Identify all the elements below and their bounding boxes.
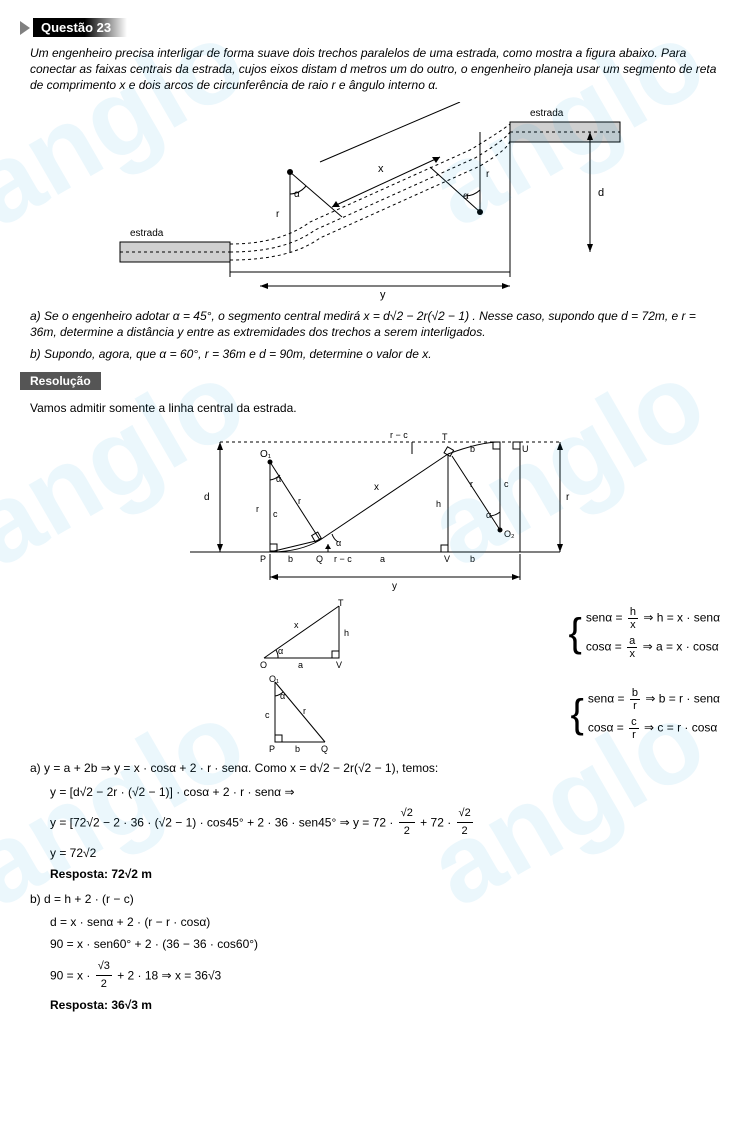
part-a-answer: Resposta: 72√2 m (50, 867, 720, 881)
fig2-T: T (442, 432, 448, 442)
o1pq-sen-rhs: ⇒ b = r · senα (645, 692, 720, 706)
fig2-alpha-O1: α (276, 474, 281, 484)
fig2-V: V (444, 554, 450, 564)
sub-question-a: a) Se o engenheiro adotar α = 45°, o seg… (30, 308, 720, 340)
fig2-h: h (436, 499, 441, 509)
fig2-r-diag2: r (470, 479, 473, 489)
svg-text:O₁: O₁ (269, 674, 279, 684)
fig1-x: x (378, 163, 384, 175)
svg-text:Q: Q (321, 744, 328, 754)
qvt-cos-lhs: cosα = (586, 640, 622, 654)
svg-text:V: V (336, 660, 342, 668)
svg-text:Q: Q (260, 660, 267, 668)
svg-text:a: a (298, 660, 303, 668)
fig2-alpha-Q: α (336, 538, 341, 548)
part-a-line2: y = [d√2 − 2r · (√2 − 1)] · cosα + 2 · r… (50, 783, 720, 802)
part-a-line4: y = 72√2 (50, 844, 720, 863)
fig2-d: d (204, 492, 210, 503)
fig2-a: a (380, 554, 385, 564)
o1pq-sen-lhs: senα = (588, 692, 625, 706)
svg-text:x: x (294, 620, 299, 630)
fig1-d: d (598, 187, 604, 199)
fig2-y: y (392, 581, 397, 592)
svg-text:α: α (278, 646, 283, 656)
fig2-O2: O₂ (504, 529, 515, 539)
question-header: Questão 23 (20, 18, 720, 37)
figure-1: estrada estrada α r α r x d y (20, 102, 720, 302)
fig1-alpha2: α (463, 191, 469, 202)
svg-text:r: r (303, 706, 306, 716)
fig2-b-left: b (288, 554, 293, 564)
svg-text:c: c (265, 710, 270, 720)
fig1-estrada-left: estrada (130, 228, 164, 239)
resolution-intro: Vamos admitir somente a linha central da… (30, 400, 720, 416)
fig2-U: U (522, 444, 529, 454)
svg-text:α: α (280, 691, 285, 701)
fig1-r2: r (486, 169, 490, 180)
svg-text:T: T (338, 598, 344, 608)
figure-2: d O₁ α r c r b P Q α r − c x a V h T r −… (20, 422, 720, 592)
svg-text:h: h (344, 628, 349, 638)
fig1-y: y (380, 289, 386, 301)
triangle-qvt-block: α Q V T a h x { senα = hx ⇒ h = x · senα… (50, 598, 720, 668)
fig2-P: P (260, 554, 266, 564)
svg-text:b: b (295, 744, 300, 754)
part-b-line2: d = x · senα + 2 · (r − r · cosα) (50, 913, 720, 932)
fig2-b-right2: b (470, 554, 475, 564)
fig2-b-right: b (470, 444, 475, 454)
fig2-c-right: c (504, 479, 509, 489)
fig2-r-diag: r (298, 496, 301, 506)
resolution-header: Resolução (20, 372, 101, 390)
qvt-sen-lhs: senα = (586, 611, 623, 625)
question-title: Questão 23 (33, 18, 127, 37)
triangle-qvt: α Q V T a h x (254, 598, 364, 668)
fig1-estrada-right: estrada (530, 108, 564, 119)
fig2-c-left: c (273, 509, 278, 519)
triangle-icon (20, 21, 30, 35)
part-b-line3: 90 = x · sen60° + 2 · (36 − 36 · cos60°) (50, 935, 720, 954)
fig1-r1: r (276, 209, 280, 220)
fig2-O1: O₁ (260, 449, 272, 460)
problem-statement: Um engenheiro precisa interligar de form… (30, 45, 720, 94)
fig2-rmc-bottom: r − c (334, 554, 352, 564)
part-b-line1: b) d = h + 2 · (r − c) (30, 891, 720, 907)
qvt-sen-rhs: ⇒ h = x · senα (643, 611, 720, 625)
part-a-line3: y = [72√2 − 2 · 36 · (√2 − 1) · cos45° +… (50, 805, 720, 841)
part-b-answer: Resposta: 36√3 m (50, 998, 720, 1012)
part-a-line1: a) y = a + 2b ⇒ y = x · cosα + 2 · r · s… (30, 760, 720, 776)
qvt-cos-rhs: ⇒ a = x · cosα (643, 640, 719, 654)
fig2-x: x (374, 482, 379, 493)
sub-question-b: b) Supondo, agora, que α = 60°, r = 36m … (30, 346, 720, 362)
fig2-rmc-top: r − c (390, 430, 408, 440)
o1pq-cos-lhs: cosα = (588, 721, 624, 735)
o1pq-cos-rhs: ⇒ c = r · cosα (644, 721, 717, 735)
fig2-r-left: r (256, 504, 259, 514)
svg-text:P: P (269, 744, 275, 754)
fig1-alpha1: α (294, 189, 300, 200)
fig2-alpha-O2: α (486, 510, 491, 520)
triangle-o1pq: α O₁ P Q c r b (255, 674, 365, 754)
part-b-line4: 90 = x · √32 + 2 · 18 ⇒ x = 36√3 (50, 958, 720, 994)
fig2-Q: Q (316, 554, 323, 564)
triangle-o1pq-block: α O₁ P Q c r b { senα = br ⇒ b = r · sen… (50, 674, 720, 754)
fig2-r-right: r (566, 492, 570, 503)
